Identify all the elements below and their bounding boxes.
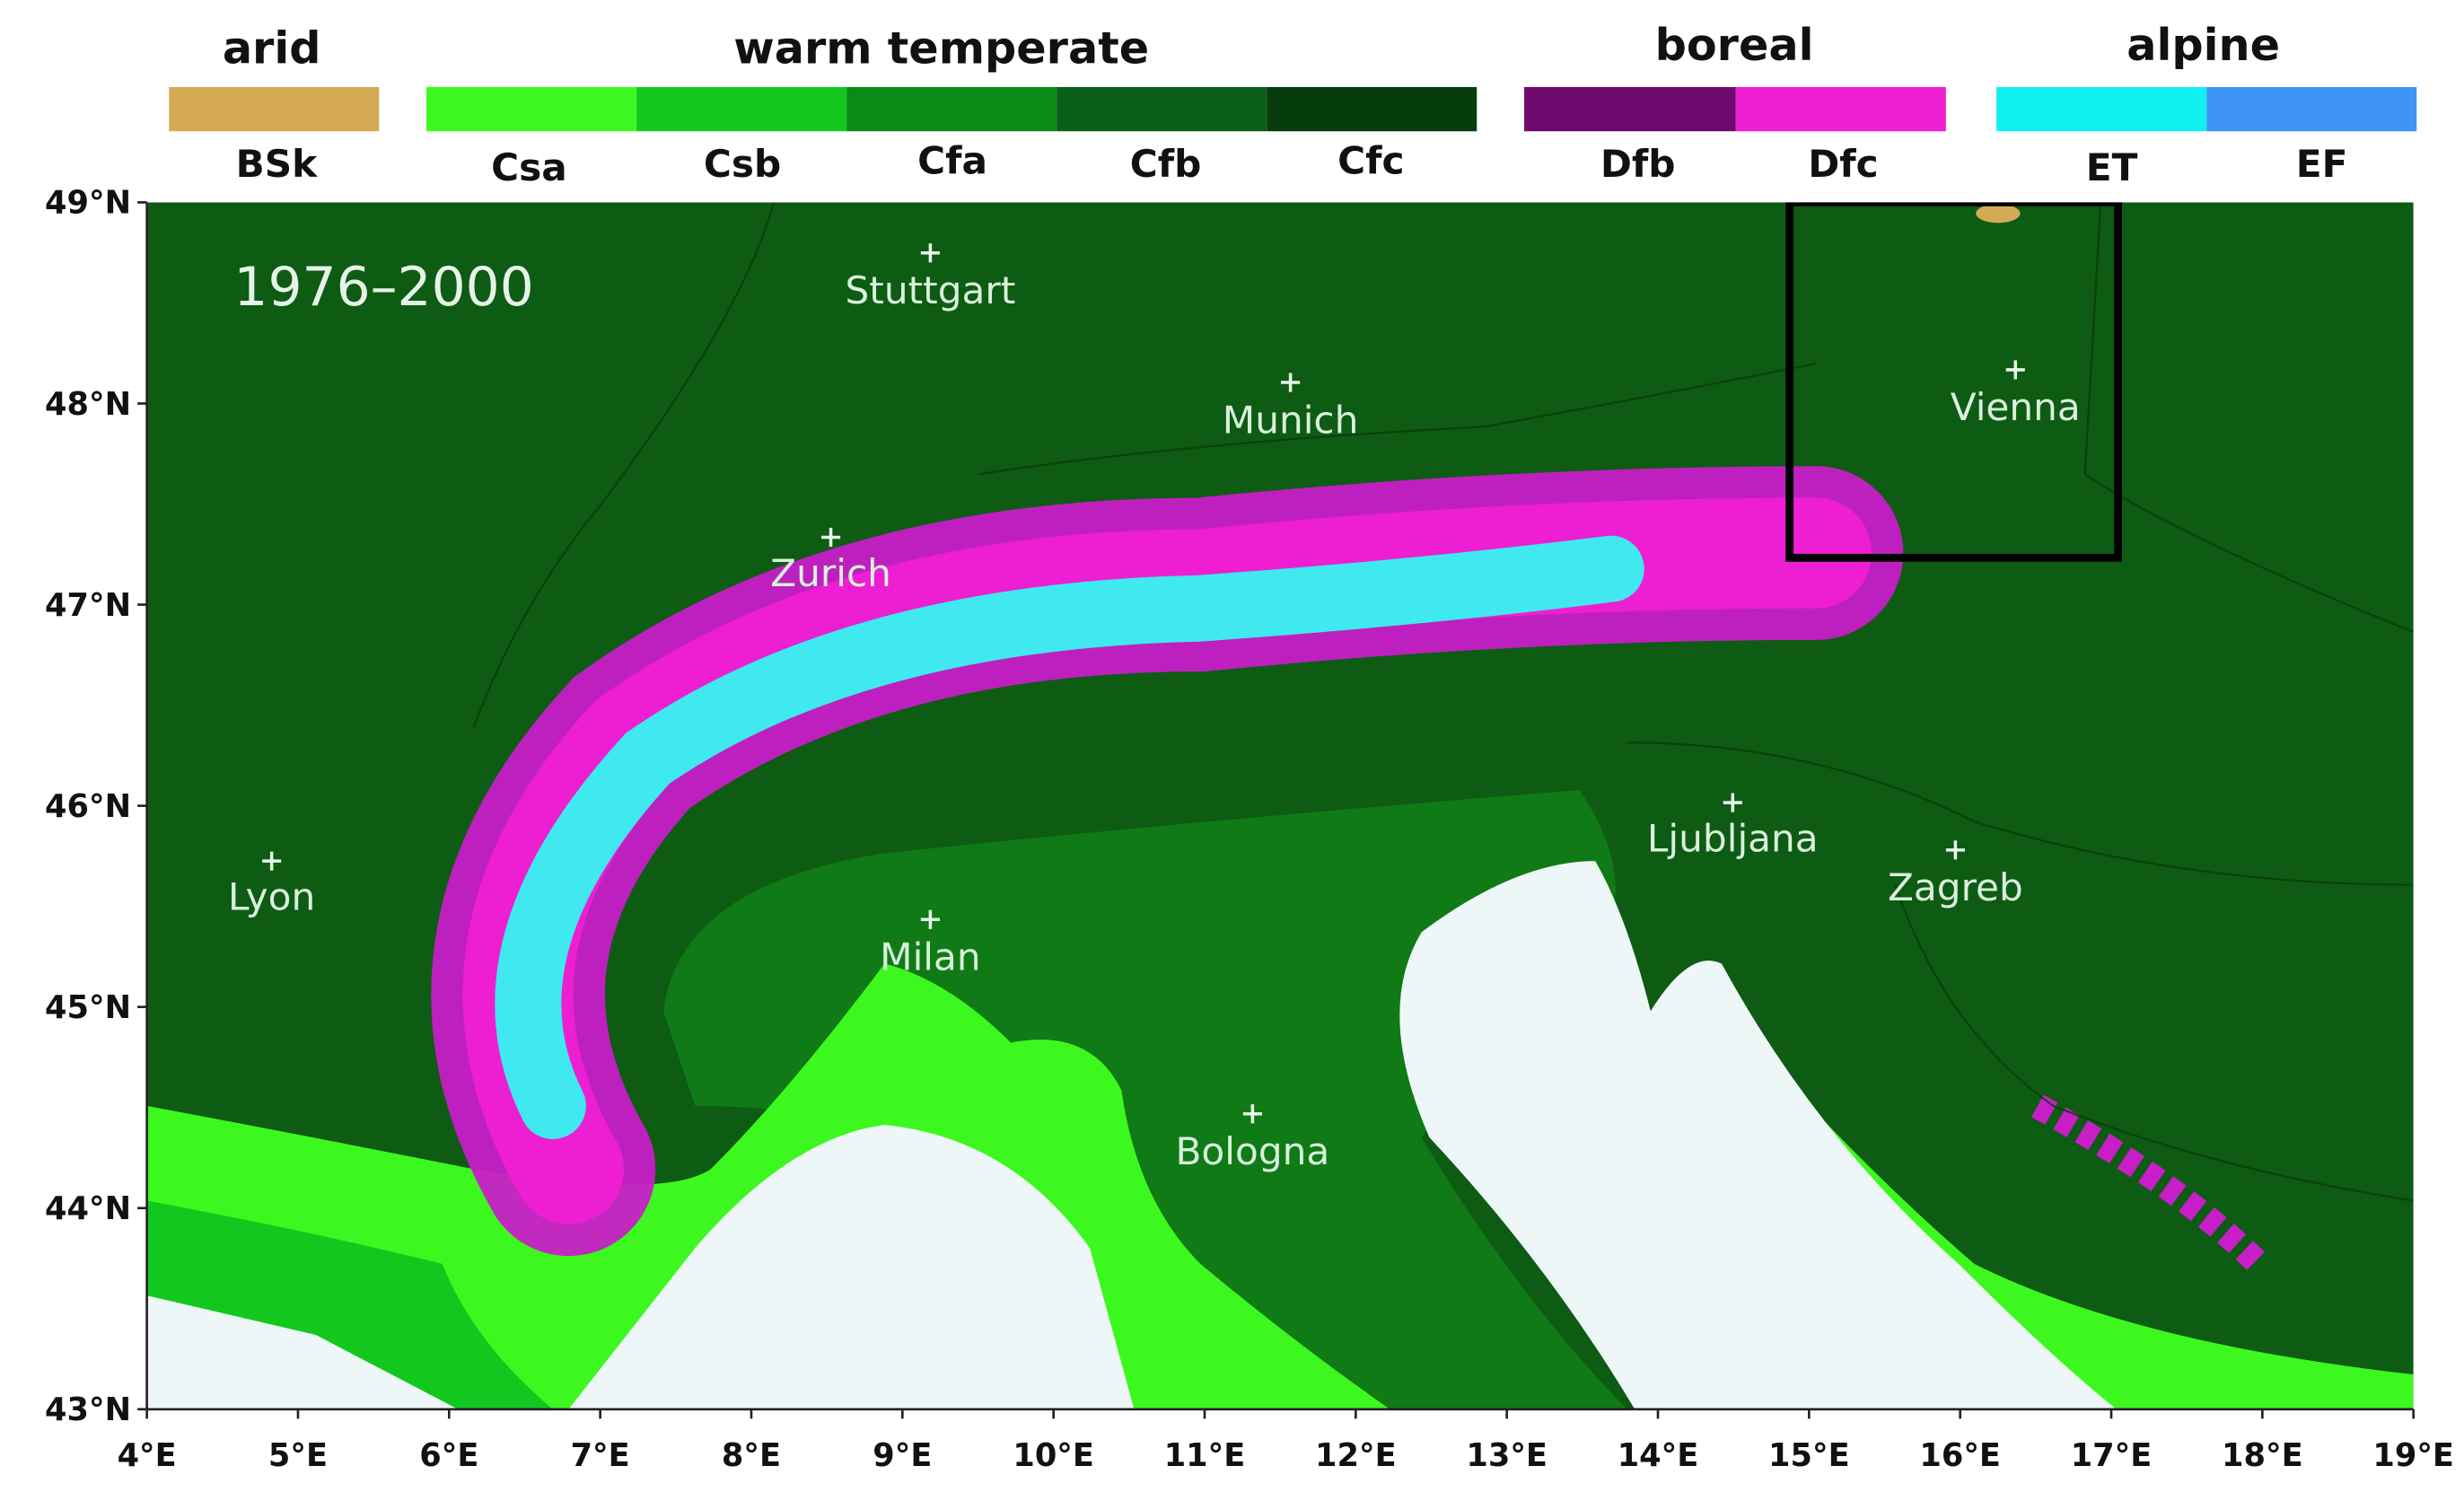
city-label: Stuttgart — [846, 268, 1016, 312]
legend-class: Cfc — [1337, 139, 1404, 183]
legend-swatch — [636, 86, 847, 132]
city-marker — [1945, 840, 1965, 860]
legend-class: Csb — [704, 142, 781, 186]
land-cfa — [663, 789, 1627, 1409]
x-tick-label: 7°E — [571, 1437, 630, 1474]
legend-class: Csa — [491, 145, 567, 189]
x-tick-label: 16°E — [1919, 1437, 2001, 1474]
y-tick-label: 49°N — [45, 185, 131, 222]
legend-swatch — [2206, 86, 2417, 132]
y-tick-label: 45°N — [45, 989, 131, 1026]
arid-patch — [1976, 204, 2021, 224]
legend-class: Cfb — [1130, 142, 1202, 186]
x-tick-label: 11°E — [1164, 1437, 1246, 1474]
x-tick-label: 4°E — [118, 1437, 177, 1474]
legend-class: Dfb — [1600, 142, 1676, 186]
city-marker — [262, 851, 282, 871]
legend-swatch — [846, 86, 1057, 132]
legend-class: Dfc — [1808, 142, 1878, 186]
x-tick-label: 13°E — [1466, 1437, 1548, 1474]
sea — [146, 1295, 459, 1409]
y-tick-label: 43°N — [45, 1391, 131, 1428]
x-tick-label: 12°E — [1315, 1437, 1397, 1474]
legend-class: EF — [2296, 142, 2348, 186]
city-label: Munich — [1223, 398, 1359, 442]
x-tick-label: 19°E — [2372, 1437, 2454, 1474]
city-marker — [1723, 793, 1742, 812]
legend-group-title: boreal — [1655, 19, 1814, 71]
legend-swatch — [1735, 86, 1946, 132]
legend-swatch — [1524, 86, 1736, 132]
city-marker — [920, 909, 940, 929]
cities: Stuttgart Munich Zurich Vienna Lyon Mila… — [228, 243, 2081, 1173]
x-tick-label: 5°E — [268, 1437, 328, 1474]
x-tick-label: 15°E — [1768, 1437, 1850, 1474]
y-tick-label: 47°N — [45, 587, 131, 624]
legend-swatch — [1267, 86, 1478, 132]
map-area: 1976–2000 Stuttgart Munich Zurich Vienna… — [146, 202, 2414, 1409]
y-tick-label: 46°N — [45, 788, 131, 825]
legend-swatch — [426, 86, 637, 132]
legend-group-title: warm temperate — [733, 22, 1149, 75]
alps-alpine — [495, 535, 1644, 1139]
period-label: 1976–2000 — [233, 256, 533, 319]
city-label: Vienna — [1951, 385, 2081, 429]
sea — [1399, 861, 2117, 1409]
legend-class: Cfa — [917, 139, 987, 183]
x-tick-label: 10°E — [1013, 1437, 1094, 1474]
x-tick-label: 8°E — [722, 1437, 781, 1474]
y-tick-label: 48°N — [45, 386, 131, 423]
legend-swatch — [1996, 86, 2207, 132]
legend: arid BSk warm temperate Csa Csb Cfa Cfb … — [169, 19, 2417, 189]
city-label: Zagreb — [1888, 865, 2023, 909]
border — [1894, 884, 2414, 1202]
border — [2083, 202, 2414, 634]
city-label: Bologna — [1175, 1129, 1329, 1173]
x-tick-label: 9°E — [872, 1437, 932, 1474]
city-marker — [821, 527, 841, 548]
city-label: Milan — [880, 935, 981, 979]
x-tick-label: 6°E — [419, 1437, 478, 1474]
city-marker — [1281, 373, 1301, 392]
sea — [568, 1125, 1135, 1409]
border — [472, 202, 776, 727]
city-label: Lyon — [228, 875, 315, 919]
border — [978, 362, 1817, 476]
x-tick-label: 17°E — [2071, 1437, 2153, 1474]
highlight-box — [1785, 202, 2123, 562]
dinaric-boreal — [2031, 1094, 2268, 1273]
city-label: Zurich — [770, 551, 891, 595]
city-marker — [1242, 1104, 1262, 1124]
legend-class: ET — [2086, 145, 2138, 189]
x-tick-label: 14°E — [1618, 1437, 1699, 1474]
legend-group-title: alpine — [2126, 19, 2280, 71]
city-marker — [2005, 360, 2025, 380]
legend-swatch — [169, 86, 380, 132]
border — [1627, 742, 2414, 886]
city-label: Ljubljana — [1647, 817, 1819, 861]
y-tick-label: 44°N — [45, 1190, 131, 1227]
legend-class: BSk — [236, 142, 319, 186]
x-tick-label: 18°E — [2222, 1437, 2303, 1474]
legend-group-title: arid — [223, 22, 321, 75]
city-marker — [920, 243, 940, 263]
axis-ticks: 49°N 48°N 47°N 46°N 45°N 44°N 43°N 4°E 5°E 6°E 7°E… — [45, 185, 2454, 1474]
legend-swatch — [1057, 86, 1267, 132]
